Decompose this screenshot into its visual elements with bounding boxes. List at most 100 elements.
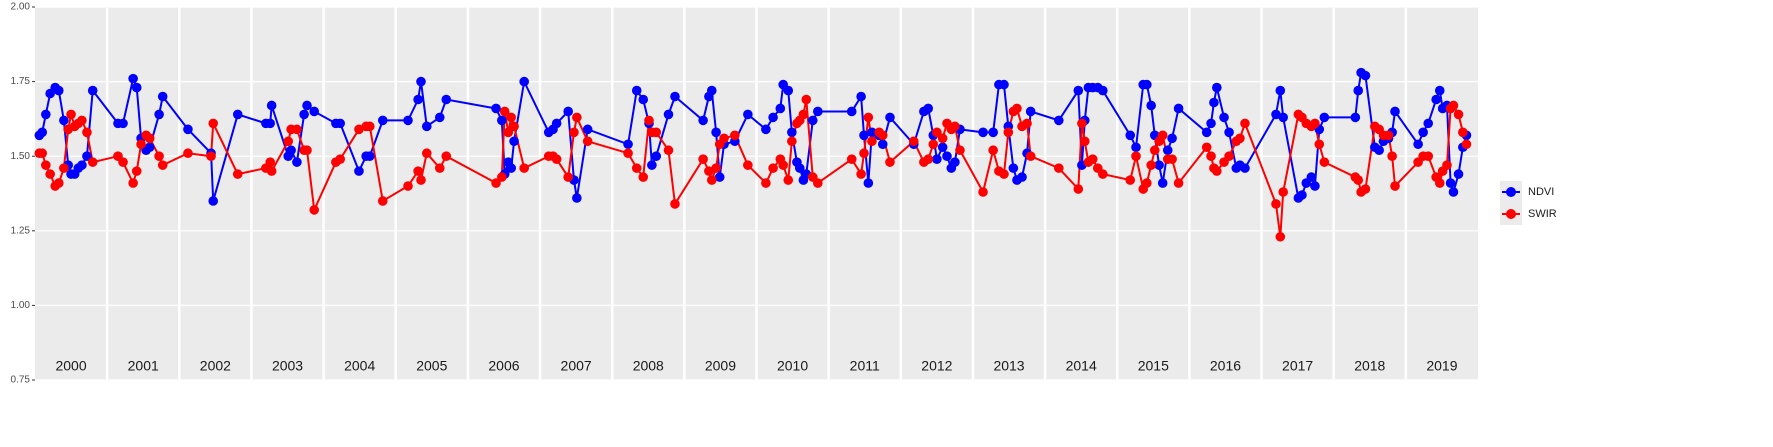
data-point	[434, 112, 445, 123]
data-point	[377, 115, 388, 126]
data-point	[1319, 112, 1330, 123]
data-point	[743, 160, 753, 170]
data-point	[144, 133, 155, 144]
data-point	[77, 160, 87, 170]
x-tick-label: 2002	[200, 358, 231, 374]
data-point	[421, 121, 432, 132]
data-point	[1240, 118, 1250, 129]
data-point	[1310, 118, 1320, 129]
data-point	[863, 178, 874, 188]
data-point	[309, 106, 320, 117]
data-point	[1431, 94, 1441, 105]
data-point	[863, 112, 874, 123]
data-point	[1054, 163, 1064, 173]
data-point	[1017, 172, 1027, 182]
data-point	[403, 115, 413, 126]
data-point	[1212, 82, 1222, 93]
data-point	[1087, 154, 1098, 164]
data-point	[1418, 127, 1428, 138]
data-point	[978, 127, 988, 138]
data-point	[551, 154, 562, 164]
data-point	[1453, 109, 1464, 120]
data-point	[714, 172, 725, 182]
x-tick-label: 2000	[55, 358, 86, 374]
data-point	[136, 139, 146, 150]
data-point	[631, 85, 642, 96]
data-point	[232, 169, 243, 179]
data-point	[846, 106, 857, 117]
data-point	[670, 199, 680, 209]
data-point	[1240, 163, 1250, 173]
data-point	[950, 121, 960, 132]
data-point	[932, 127, 942, 138]
data-point	[644, 115, 654, 126]
data-point	[1360, 70, 1371, 81]
data-point	[416, 76, 426, 87]
data-point	[1448, 187, 1459, 197]
data-point	[364, 121, 375, 132]
x-tick-label: 2001	[128, 358, 159, 374]
data-point	[1235, 133, 1245, 144]
data-point	[859, 130, 869, 141]
data-point	[1008, 163, 1019, 173]
legend-key-point	[1506, 209, 1516, 219]
data-point	[1374, 145, 1384, 156]
data-point	[131, 166, 142, 176]
data-point	[1146, 100, 1156, 111]
data-point	[999, 79, 1009, 90]
data-point	[128, 178, 138, 188]
data-point	[978, 187, 988, 197]
data-point	[421, 148, 432, 159]
data-point	[1387, 151, 1397, 161]
data-point	[59, 115, 69, 126]
data-point	[775, 103, 786, 114]
data-point	[783, 85, 794, 96]
data-point	[1360, 184, 1371, 194]
x-tick-label: 2019	[1426, 358, 1457, 374]
data-point	[131, 82, 142, 93]
data-point	[1025, 106, 1036, 117]
data-point	[1445, 178, 1456, 188]
data-point	[157, 160, 168, 170]
y-tick-label: 1.50	[11, 151, 31, 162]
data-point	[651, 127, 662, 138]
data-point	[1353, 175, 1364, 185]
data-point	[491, 178, 501, 188]
data-point	[1206, 118, 1216, 129]
data-point	[37, 148, 48, 159]
data-point	[711, 163, 721, 173]
data-point	[519, 76, 529, 87]
data-point	[768, 163, 778, 173]
data-point	[403, 181, 413, 191]
data-point	[118, 118, 128, 129]
data-point	[1461, 139, 1472, 150]
data-point	[1073, 184, 1084, 194]
data-point	[1162, 145, 1173, 156]
x-tick-label: 2009	[705, 358, 736, 374]
data-point	[1434, 85, 1445, 96]
data-point	[651, 151, 662, 161]
data-point	[877, 130, 888, 141]
y-tick-label: 0.75	[11, 375, 31, 386]
data-point	[144, 142, 155, 153]
data-point	[867, 127, 877, 138]
data-point	[506, 112, 516, 123]
data-point	[506, 163, 516, 173]
data-point	[1314, 139, 1325, 150]
data-point	[787, 136, 797, 147]
data-point	[937, 142, 948, 153]
data-point	[54, 178, 64, 188]
data-point	[41, 160, 51, 170]
data-point	[704, 166, 714, 176]
y-tick-label: 1.00	[11, 300, 31, 311]
data-point	[499, 106, 510, 117]
data-point	[1142, 178, 1152, 188]
data-point	[1271, 109, 1281, 120]
x-tick-label: 2008	[633, 358, 664, 374]
data-point	[1278, 187, 1288, 197]
data-point	[335, 118, 345, 129]
data-point	[859, 148, 869, 159]
data-point	[1131, 151, 1141, 161]
data-point	[157, 91, 168, 102]
data-point	[441, 94, 452, 105]
